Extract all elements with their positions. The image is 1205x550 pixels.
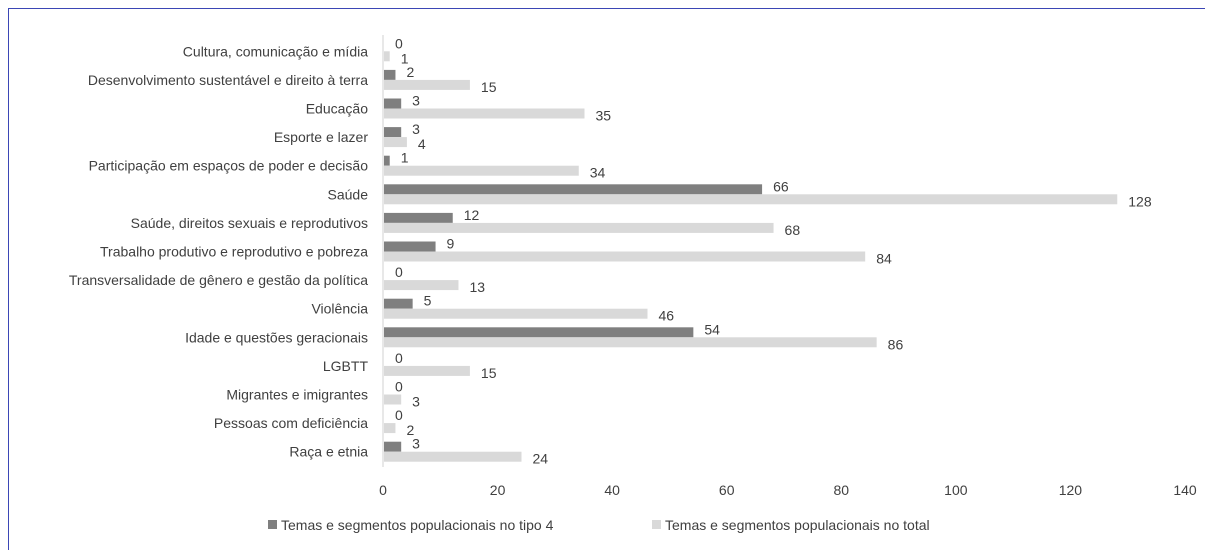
category-label: Trabalho produtivo e reprodutivo e pobre… <box>100 244 368 260</box>
data-label: 54 <box>704 321 720 337</box>
data-label: 3 <box>412 121 420 137</box>
bar-tipo4 <box>384 327 694 338</box>
x-tick-label: 40 <box>604 482 620 498</box>
bar-total <box>384 394 402 405</box>
data-label: 0 <box>395 35 403 51</box>
data-label: 9 <box>447 236 455 252</box>
category-label: Participação em espaços de poder e decis… <box>89 158 369 174</box>
x-tick-label: 100 <box>944 482 968 498</box>
bar-total <box>384 137 407 148</box>
category-label: Saúde <box>328 186 369 202</box>
legend-label: Temas e segmentos populacionais no tipo … <box>281 517 554 533</box>
chart-frame <box>8 8 1205 550</box>
data-label: 0 <box>395 264 403 280</box>
bar-total <box>384 423 396 434</box>
data-label: 68 <box>785 222 801 238</box>
x-tick-label: 80 <box>833 482 849 498</box>
data-label: 0 <box>395 350 403 366</box>
data-label: 4 <box>418 136 426 152</box>
data-label: 15 <box>481 365 497 381</box>
data-label: 84 <box>876 251 892 267</box>
data-label: 3 <box>412 93 420 109</box>
data-label: 128 <box>1128 193 1152 209</box>
x-tick-label: 60 <box>719 482 735 498</box>
bar-tipo4 <box>384 155 390 166</box>
data-label: 5 <box>424 293 432 309</box>
data-label: 66 <box>773 178 789 194</box>
category-label: Violência <box>311 301 368 317</box>
data-label: 2 <box>406 422 414 438</box>
data-label: 15 <box>481 79 497 95</box>
x-tick-label: 0 <box>379 482 387 498</box>
data-label: 0 <box>395 407 403 423</box>
category-label: Esporte e lazer <box>274 129 368 145</box>
bar-total <box>384 79 470 90</box>
category-label: Desenvolvimento sustentável e direito à … <box>88 72 368 88</box>
bar-total <box>384 165 579 176</box>
data-label: 1 <box>401 50 409 66</box>
data-label: 34 <box>590 165 606 181</box>
legend-label: Temas e segmentos populacionais no total <box>665 517 930 533</box>
bar-tipo4 <box>384 298 413 309</box>
legend-swatch <box>652 520 661 529</box>
category-label: Idade e questões geracionais <box>185 329 368 345</box>
category-label: Saúde, direitos sexuais e reprodutivos <box>131 215 368 231</box>
bar-total <box>384 251 866 262</box>
data-label: 24 <box>532 451 548 467</box>
bar-tipo4 <box>384 241 436 252</box>
data-label: 13 <box>469 279 485 295</box>
bar-tipo4 <box>384 98 402 109</box>
category-label: LGBTT <box>323 358 369 374</box>
category-label: Raça e etnia <box>289 444 368 460</box>
category-label: Transversalidade de gênero e gestão da p… <box>69 272 368 288</box>
category-label: Educação <box>306 101 368 117</box>
x-tick-label: 20 <box>490 482 506 498</box>
bar-total <box>384 222 774 233</box>
bar-tipo4 <box>384 127 402 138</box>
bar-total <box>384 337 877 348</box>
x-tick-label: 140 <box>1173 482 1197 498</box>
legend-swatch <box>268 520 277 529</box>
category-label: Pessoas com deficiência <box>214 415 368 431</box>
bar-tipo4 <box>384 184 763 195</box>
bar-total <box>384 308 648 319</box>
bar-tipo4 <box>384 212 453 223</box>
x-tick-label: 120 <box>1059 482 1083 498</box>
category-label: Migrantes e imigrantes <box>226 387 368 403</box>
bar-total <box>384 108 585 119</box>
data-label: 3 <box>412 436 420 452</box>
bar-total <box>384 451 522 462</box>
data-label: 0 <box>395 379 403 395</box>
bar-tipo4 <box>384 69 396 80</box>
category-label: Cultura, comunicação e mídia <box>183 43 368 59</box>
bar-total <box>384 280 459 291</box>
bar-total <box>384 194 1118 205</box>
bar-total <box>384 51 390 62</box>
bar-tipo4 <box>384 441 402 452</box>
data-label: 1 <box>401 150 409 166</box>
data-label: 2 <box>406 64 414 80</box>
data-label: 86 <box>888 336 904 352</box>
data-label: 46 <box>659 308 675 324</box>
data-label: 12 <box>464 207 480 223</box>
data-label: 3 <box>412 394 420 410</box>
data-label: 35 <box>596 108 612 124</box>
bar-total <box>384 365 470 376</box>
